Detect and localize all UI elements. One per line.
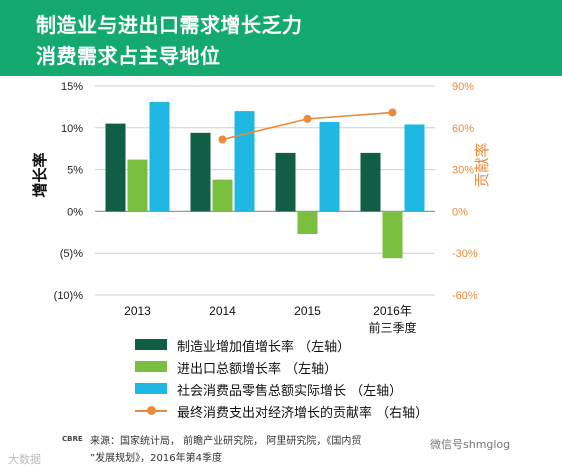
y-tick-label-left: (10)% (54, 290, 84, 302)
y-tick-label-right: -60% (452, 290, 478, 302)
bar (382, 211, 403, 259)
footer: CBRE 来源：国家统计局， 前瞻产业研究院， 阿里研究院，《国内贸 ”发展规划… (0, 430, 562, 467)
bar (275, 152, 296, 212)
brand-logo: CBRE (62, 435, 83, 443)
right-axis-ticks: 90% 60% 30% 0% -30% -60% (452, 81, 478, 302)
x-tick-label: 2014 (209, 304, 236, 318)
bar (234, 111, 255, 212)
source-note-line-2: ”发展规划》，2016年第4季度 (90, 453, 222, 464)
source-note-line-1: 来源：国家统计局， 前瞻产业研究院， 阿里研究院，《国内贸 (90, 436, 362, 447)
bar (127, 159, 148, 212)
left-axis-ticks: 15% 10% 5% 0% (5)% (10)% (54, 81, 84, 302)
legend-label: 最终消费支出对经济增长的贡献率 （右轴） (177, 406, 429, 421)
chart-title-line-2: 消费需求占主导地位 (36, 44, 221, 68)
y-tick-label-left: 15% (61, 81, 83, 93)
line-point (303, 114, 312, 123)
y-axis-label-right: 贡献率 (473, 142, 491, 187)
bar (319, 121, 340, 212)
bar (297, 211, 318, 234)
consumption-line (218, 108, 397, 144)
bars (105, 101, 425, 259)
bar (105, 123, 126, 212)
bar (149, 101, 170, 212)
chart-plot: 15%10%5%0%(5)%(10)% 90%60%30%0%-30%-60% … (31, 81, 491, 335)
y-tick-label-right: 60% (452, 123, 474, 135)
y-tick-label-left: 5% (67, 165, 83, 177)
y-tick-label-left: (5)% (60, 248, 83, 260)
y-axis-label-left: 增长率 (31, 152, 49, 197)
title-banner: 制造业与进出口需求增长乏力 消费需求占主导地位 (0, 0, 562, 76)
y-tick-label-left: 0% (67, 206, 83, 218)
bar (190, 132, 211, 212)
chart-title-line-1: 制造业与进出口需求增长乏力 (36, 13, 303, 37)
y-tick-label-left: 10% (61, 123, 83, 135)
legend-swatch (135, 361, 167, 372)
y-tick-label-right: 0% (452, 206, 468, 218)
x-tick-label: 2016年 (373, 304, 412, 318)
line-point (388, 108, 397, 117)
legend-label: 制造业增加值增长率 （左轴） (177, 340, 351, 355)
x-tick-label: 前三季度 (368, 320, 416, 335)
legend-label: 社会消费品零售总额实际增长 （左轴） (177, 384, 403, 399)
bar (212, 179, 233, 212)
y-tick-label-right: 30% (452, 165, 474, 177)
y-tick-label-right: -30% (452, 248, 478, 260)
x-tick-label: 2013 (124, 304, 151, 318)
legend-label: 进出口总额增长率 （左轴） (177, 362, 338, 377)
y-tick-label-right: 90% (452, 81, 474, 93)
watermark-left: 大数据 (8, 453, 41, 466)
bar (360, 152, 381, 212)
legend-swatch (135, 339, 167, 350)
line-point (218, 135, 227, 144)
legend-marker (147, 406, 156, 415)
bar (404, 124, 425, 212)
x-tick-label: 2015 (294, 304, 321, 318)
legend-swatch (135, 383, 167, 394)
watermark-right: 微信号shmglog (430, 438, 511, 451)
